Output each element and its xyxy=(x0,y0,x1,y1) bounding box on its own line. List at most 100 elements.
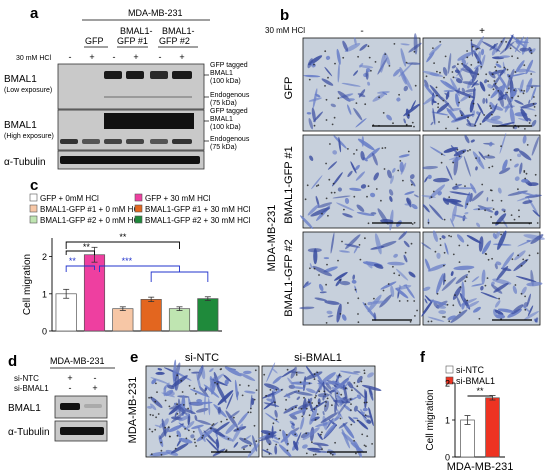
cell xyxy=(493,83,507,100)
cell xyxy=(454,113,475,121)
sig-bracket-blue xyxy=(99,265,180,272)
cell xyxy=(424,295,432,303)
bar xyxy=(197,298,219,332)
y-tick-label: 1 xyxy=(42,289,47,299)
lane-sign: + xyxy=(89,52,94,62)
cell xyxy=(172,370,192,381)
cell xyxy=(353,70,359,76)
cell xyxy=(288,408,307,416)
cell xyxy=(332,150,338,155)
cell xyxy=(198,368,203,374)
cell xyxy=(454,184,462,187)
pore xyxy=(353,153,355,155)
pore xyxy=(402,179,404,182)
pore xyxy=(321,212,323,215)
pore xyxy=(333,116,336,119)
cell xyxy=(239,437,253,445)
cell xyxy=(456,78,463,84)
micrograph-b-r1-c2 xyxy=(422,34,541,132)
ann-gfp-tagged-2: GFP tagged xyxy=(210,108,248,115)
pore xyxy=(356,419,359,422)
pore xyxy=(494,66,497,68)
x-axis-label: MDA-MB-231 xyxy=(447,461,514,473)
pore xyxy=(212,423,215,425)
cell xyxy=(380,281,397,290)
cell xyxy=(368,387,373,396)
pore xyxy=(443,76,445,79)
pore xyxy=(437,106,439,109)
cell xyxy=(224,379,229,385)
pore xyxy=(313,373,316,376)
pore xyxy=(303,396,305,399)
cell xyxy=(520,108,529,122)
pore xyxy=(489,189,492,192)
sig-label-blue: ** xyxy=(69,256,77,266)
pore xyxy=(458,155,461,158)
cell xyxy=(500,267,512,272)
pore xyxy=(312,454,315,456)
pore xyxy=(534,173,537,176)
blot1-sub: (Low exposure) xyxy=(4,87,52,94)
sig-bracket-blue xyxy=(65,265,95,272)
cell xyxy=(493,43,496,49)
cell xyxy=(291,424,295,430)
cell xyxy=(341,314,347,321)
pore xyxy=(364,103,367,106)
pore xyxy=(399,160,402,162)
panel-d-row2: si-BMAL1 xyxy=(14,384,49,393)
cell xyxy=(191,371,202,374)
pore xyxy=(220,420,223,423)
cell xyxy=(491,281,495,286)
cell xyxy=(403,284,408,287)
cell xyxy=(469,99,475,113)
pore xyxy=(324,405,327,407)
blot2-sub: (High exposure) xyxy=(4,133,54,140)
pore xyxy=(447,116,450,118)
pore xyxy=(368,56,371,59)
cell xyxy=(517,68,527,73)
pore xyxy=(456,127,459,130)
cell xyxy=(516,193,538,202)
legend-label: BMAL1-GFP #1 + 30 mM HCl xyxy=(145,205,251,214)
panel-d-cell-line: MDA-MB-231 xyxy=(50,356,105,366)
pore xyxy=(329,452,332,455)
band xyxy=(104,139,122,144)
cell xyxy=(519,47,529,52)
pore xyxy=(338,374,341,377)
cell xyxy=(511,304,524,315)
cell xyxy=(225,422,237,435)
pore xyxy=(331,404,333,407)
pore xyxy=(404,251,407,254)
cell xyxy=(427,263,446,272)
cell xyxy=(318,283,324,292)
pore xyxy=(530,52,533,55)
cell xyxy=(355,171,366,181)
cell xyxy=(374,233,382,255)
cell xyxy=(322,411,325,416)
lane-group-gfp: GFP xyxy=(85,36,104,46)
legend-swatch xyxy=(29,204,38,213)
cell xyxy=(326,310,333,315)
pore xyxy=(494,82,497,85)
cell xyxy=(404,191,415,195)
cell xyxy=(497,187,502,194)
pore xyxy=(210,427,212,430)
pore xyxy=(516,57,519,59)
cell xyxy=(211,380,217,395)
band xyxy=(150,139,168,144)
pore xyxy=(275,443,278,446)
pore xyxy=(156,391,158,393)
pore xyxy=(357,55,359,58)
pore xyxy=(493,80,496,82)
cell xyxy=(360,151,365,161)
cell xyxy=(367,372,374,378)
pore xyxy=(443,264,445,267)
cell xyxy=(317,202,333,208)
y-tick-label: 2 xyxy=(445,379,450,389)
pore xyxy=(313,124,316,127)
pore xyxy=(488,94,491,96)
y-tick-label: 0 xyxy=(42,327,47,337)
pore xyxy=(523,64,526,67)
cell xyxy=(400,162,407,175)
pore xyxy=(365,445,367,448)
